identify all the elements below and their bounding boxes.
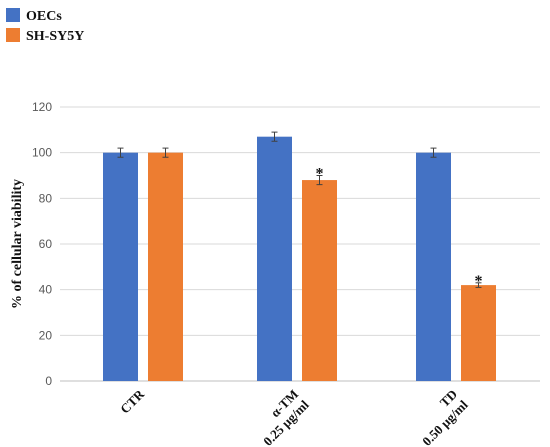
bars <box>103 136 496 381</box>
gridlines <box>60 106 540 382</box>
legend: OECs SH-SY5Y <box>6 8 84 44</box>
y-tick-label: 0 <box>45 374 52 388</box>
y-axis-label: % of cellular viability <box>10 179 25 309</box>
bar <box>461 285 496 381</box>
significance-markers: ** <box>316 166 483 290</box>
x-tick-label-group: TD0.50 μg/ml <box>419 387 471 447</box>
x-tick-label-group: CTR <box>117 386 147 416</box>
y-tick-label: 40 <box>39 283 53 297</box>
bar <box>148 152 183 381</box>
legend-swatch <box>6 28 20 42</box>
x-tick-label-group: α-TM0.25 μg/ml <box>260 387 312 447</box>
y-tick-label: 20 <box>39 328 53 342</box>
y-tick-label: 100 <box>32 146 52 160</box>
bar <box>416 152 451 381</box>
legend-swatch <box>6 8 20 22</box>
x-axis-labels: CTR α-TM0.25 μg/ml TD0.50 μg/ml <box>117 386 471 447</box>
x-tick-label: CTR <box>117 386 147 416</box>
error-bars <box>117 131 482 288</box>
legend-label: SH-SY5Y <box>26 29 84 44</box>
bar <box>103 152 138 381</box>
bar <box>302 180 337 381</box>
significance-star: * <box>316 166 324 183</box>
significance-star: * <box>475 273 483 290</box>
y-tick-label: 60 <box>39 237 53 251</box>
bar <box>257 136 292 381</box>
y-tick-label: 80 <box>39 191 53 205</box>
legend-label: OECs <box>26 9 62 24</box>
y-tick-label: 120 <box>32 100 52 114</box>
y-axis-ticks: 0 20 40 60 80 100 120 <box>32 100 52 388</box>
